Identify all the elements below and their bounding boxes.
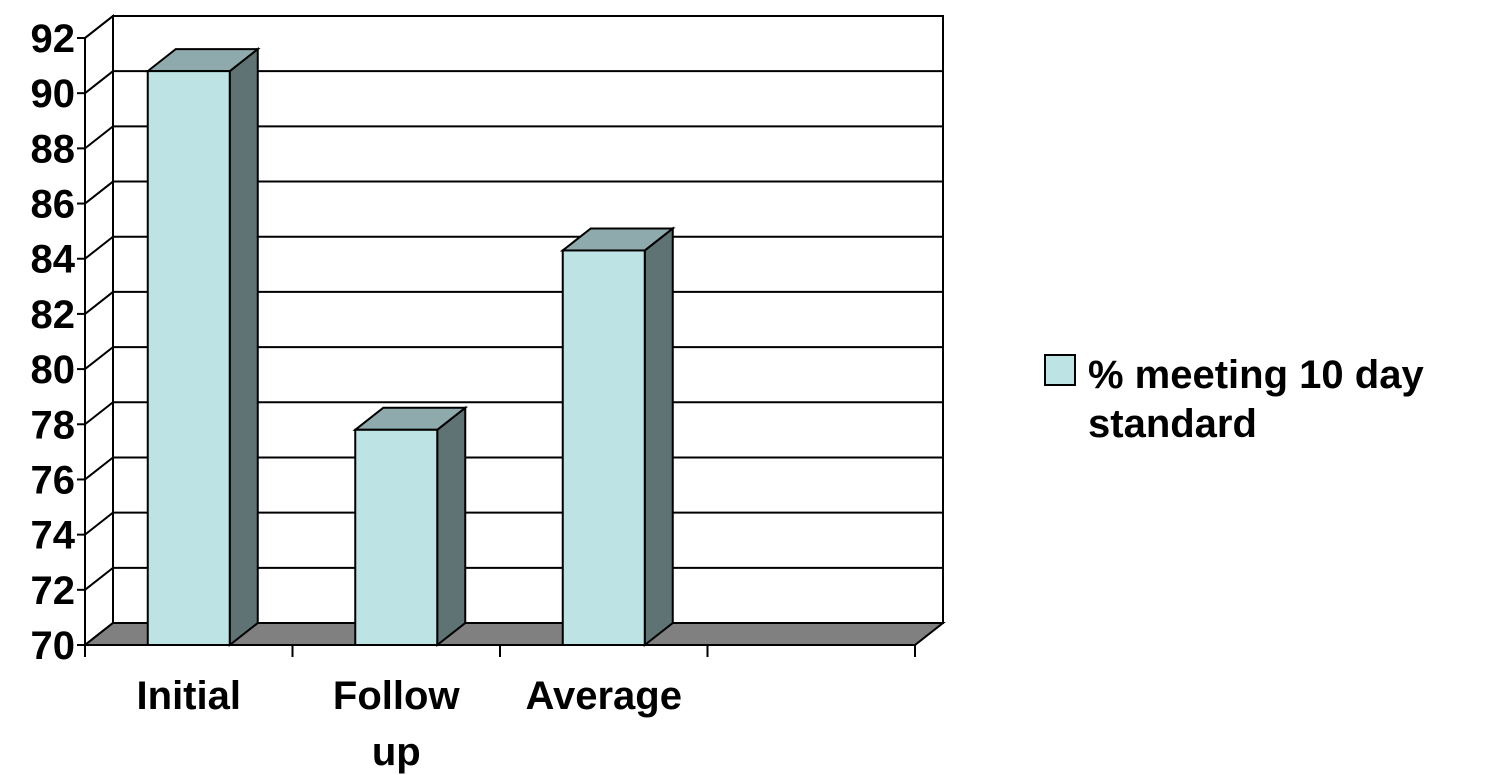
bar-side (228, 47, 259, 648)
legend-label-line-1: % meeting 10 day (1088, 353, 1424, 397)
bar-initial (144, 47, 261, 648)
y-tick-label: 74 (31, 514, 76, 558)
side-wall (84, 13, 114, 648)
bar-front (354, 428, 439, 647)
y-tick-label: 92 (31, 17, 76, 61)
x-tick-label: Initial (137, 674, 241, 718)
x-tick-label-line: Average (526, 674, 682, 718)
gridline (84, 15, 943, 39)
legend-label: % meeting 10 day standard (1088, 353, 1435, 446)
y-tick-label: 78 (31, 403, 76, 447)
x-axis-tick-labels: Initial Follow up Average (137, 674, 682, 774)
bar-average (559, 226, 676, 648)
legend: % meeting 10 day standard (1044, 353, 1435, 446)
y-axis-tick-labels: 70 72 74 76 78 80 82 84 86 88 90 92 (31, 17, 76, 668)
y-tick-label: 84 (31, 238, 76, 282)
x-tick-label: Average (526, 674, 682, 718)
x-tick-label-line: up (372, 730, 421, 774)
bar-front (561, 249, 646, 646)
bar-side (436, 405, 467, 648)
bar-side (643, 226, 674, 648)
gridline (84, 70, 943, 94)
y-tick-label: 80 (31, 348, 76, 392)
gridline (84, 125, 943, 150)
y-tick-label: 76 (31, 458, 76, 502)
y-tick-label: 88 (31, 127, 76, 171)
bar-front (146, 70, 231, 647)
x-tick-label-line: Initial (137, 674, 241, 718)
bar-follow-up (352, 405, 469, 648)
y-tick-label: 70 (31, 624, 76, 668)
y-tick-label: 90 (31, 72, 76, 116)
y-tick-label: 82 (31, 293, 76, 337)
x-tick-label: Follow up (333, 674, 461, 774)
y-tick-label: 72 (31, 569, 76, 613)
x-tick-label-line: Follow (333, 674, 461, 718)
legend-label-line-2: standard (1088, 402, 1257, 446)
y-tick-label: 86 (31, 183, 76, 227)
bars (144, 47, 676, 648)
gridline (84, 180, 943, 205)
legend-swatch (1044, 354, 1076, 386)
